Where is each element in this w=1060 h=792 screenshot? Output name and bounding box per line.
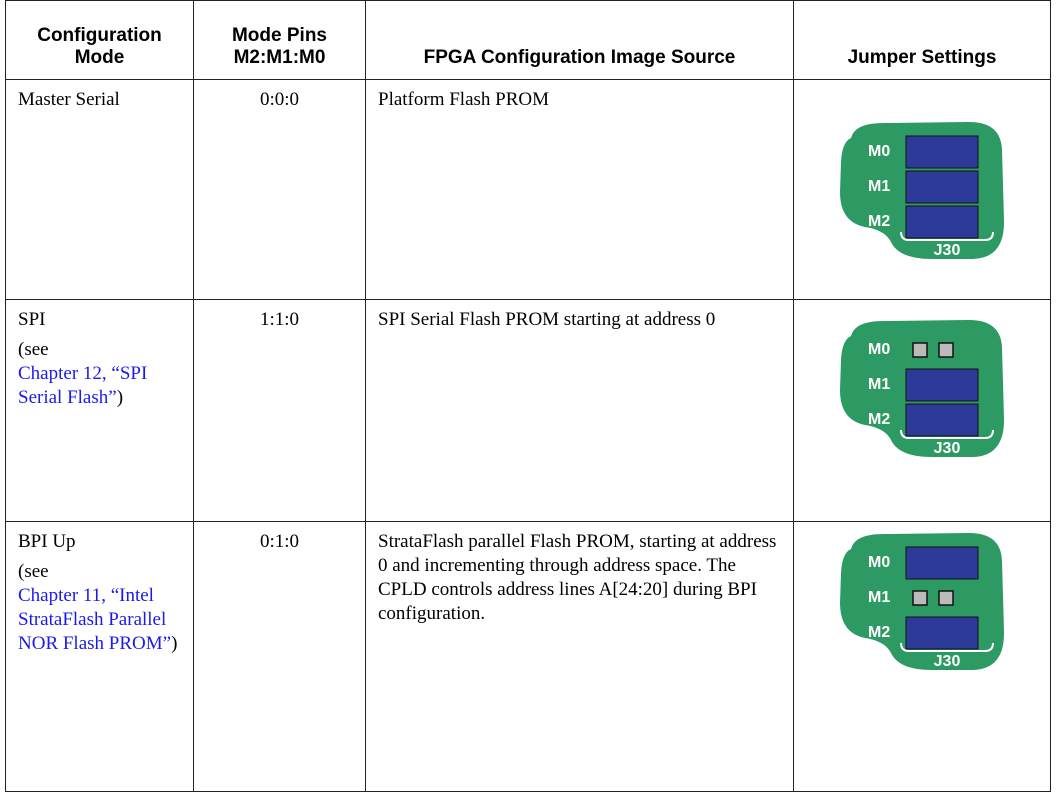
jumper — [905, 368, 979, 402]
bracket — [900, 642, 994, 652]
row: Master Serial 0:0:0 Platform Flash PROM … — [5, 79, 1051, 300]
jumper-diagram: M0 M1 M2 J30 — [840, 532, 1005, 670]
jumper-diagram: M0 M1 M2 J30 — [840, 319, 1005, 457]
mode: SPI — [18, 309, 46, 330]
header-label: J30 — [934, 653, 961, 670]
header-cell: Mode Pins M2:M1:M0 — [193, 0, 366, 80]
config-table: Configuration Mode Mode Pins M2:M1:M0 FP… — [5, 0, 1051, 792]
pin-label: M2 — [868, 411, 890, 428]
jumper — [905, 546, 979, 580]
pin — [912, 590, 928, 606]
row: BPI Up (see Chapter 11, “Intel StrataFlas… — [5, 521, 1051, 792]
header-label: J30 — [934, 242, 961, 259]
source-cell: StrataFlash parallel Flash PROM, startin… — [365, 521, 794, 792]
jumper-cell: M0 M1 M2 J30 — [793, 79, 1051, 300]
jumper-wrap: M0 M1 M2 J30 — [794, 522, 1050, 680]
bracket — [900, 231, 994, 241]
bracket — [900, 429, 994, 439]
jumper — [905, 205, 979, 239]
mode-cell: BPI Up (see Chapter 11, “Intel StrataFlas… — [5, 521, 194, 792]
source-cell: SPI Serial Flash PROM starting at addres… — [365, 299, 794, 522]
header-cell: Configuration Mode — [5, 0, 194, 80]
header-cell: Jumper Settings — [793, 0, 1051, 80]
jumper-wrap: M0 M1 M2 J30 — [794, 80, 1050, 269]
pin — [938, 342, 954, 358]
pins-cell: 1:1:0 — [193, 299, 366, 522]
pin-label: M1 — [868, 178, 890, 195]
pin-label: M1 — [868, 589, 890, 606]
pin — [912, 342, 928, 358]
jumper-cell: M0 M1 M2 J30 — [793, 521, 1051, 792]
pins-cell: 0:0:0 — [193, 79, 366, 300]
jumper — [905, 616, 979, 650]
row: SPI (see Chapter 12, “SPI Serial Flash”) … — [5, 299, 1051, 522]
pin-label: M0 — [868, 143, 890, 160]
mode: BPI Up — [18, 531, 76, 552]
note-prefix: (see — [18, 339, 49, 360]
note-prefix: (see — [18, 561, 49, 582]
header-row: Configuration Mode Mode Pins M2:M1:M0 FP… — [5, 0, 1051, 80]
pin-label: M0 — [868, 554, 890, 571]
jumper — [905, 403, 979, 437]
pin-label: M2 — [868, 213, 890, 230]
note-suffix: ) — [171, 633, 178, 654]
note: (see Chapter 12, “SPI Serial Flash”) — [18, 338, 181, 410]
source-cell: Platform Flash PROM — [365, 79, 794, 300]
pin-label: M1 — [868, 376, 890, 393]
jumper-cell: M0 M1 M2 J30 — [793, 299, 1051, 522]
pin — [938, 590, 954, 606]
jumper — [905, 170, 979, 204]
note: (see Chapter 11, “Intel StrataFlash Paral… — [18, 560, 181, 656]
jumper-diagram: M0 M1 M2 J30 — [840, 121, 1005, 259]
pin-label: M2 — [868, 624, 890, 641]
mode-cell: Master Serial — [5, 79, 194, 300]
jumper — [905, 135, 979, 169]
mode: Master Serial — [18, 89, 120, 110]
pin-label: M0 — [868, 341, 890, 358]
header-cell: FPGA Configuration Image Source — [365, 0, 794, 80]
pins-cell: 0:1:0 — [193, 521, 366, 792]
note-suffix: ) — [116, 387, 124, 408]
chapter-link[interactable]: Chapter 12, “SPI Serial Flash” — [18, 363, 148, 408]
header-label: J30 — [934, 440, 961, 457]
jumper-wrap: M0 M1 M2 J30 — [794, 300, 1050, 467]
chapter-link[interactable]: Chapter 11, “Intel StrataFlash Parallel … — [18, 585, 172, 654]
mode-cell: SPI (see Chapter 12, “SPI Serial Flash”) — [5, 299, 194, 522]
